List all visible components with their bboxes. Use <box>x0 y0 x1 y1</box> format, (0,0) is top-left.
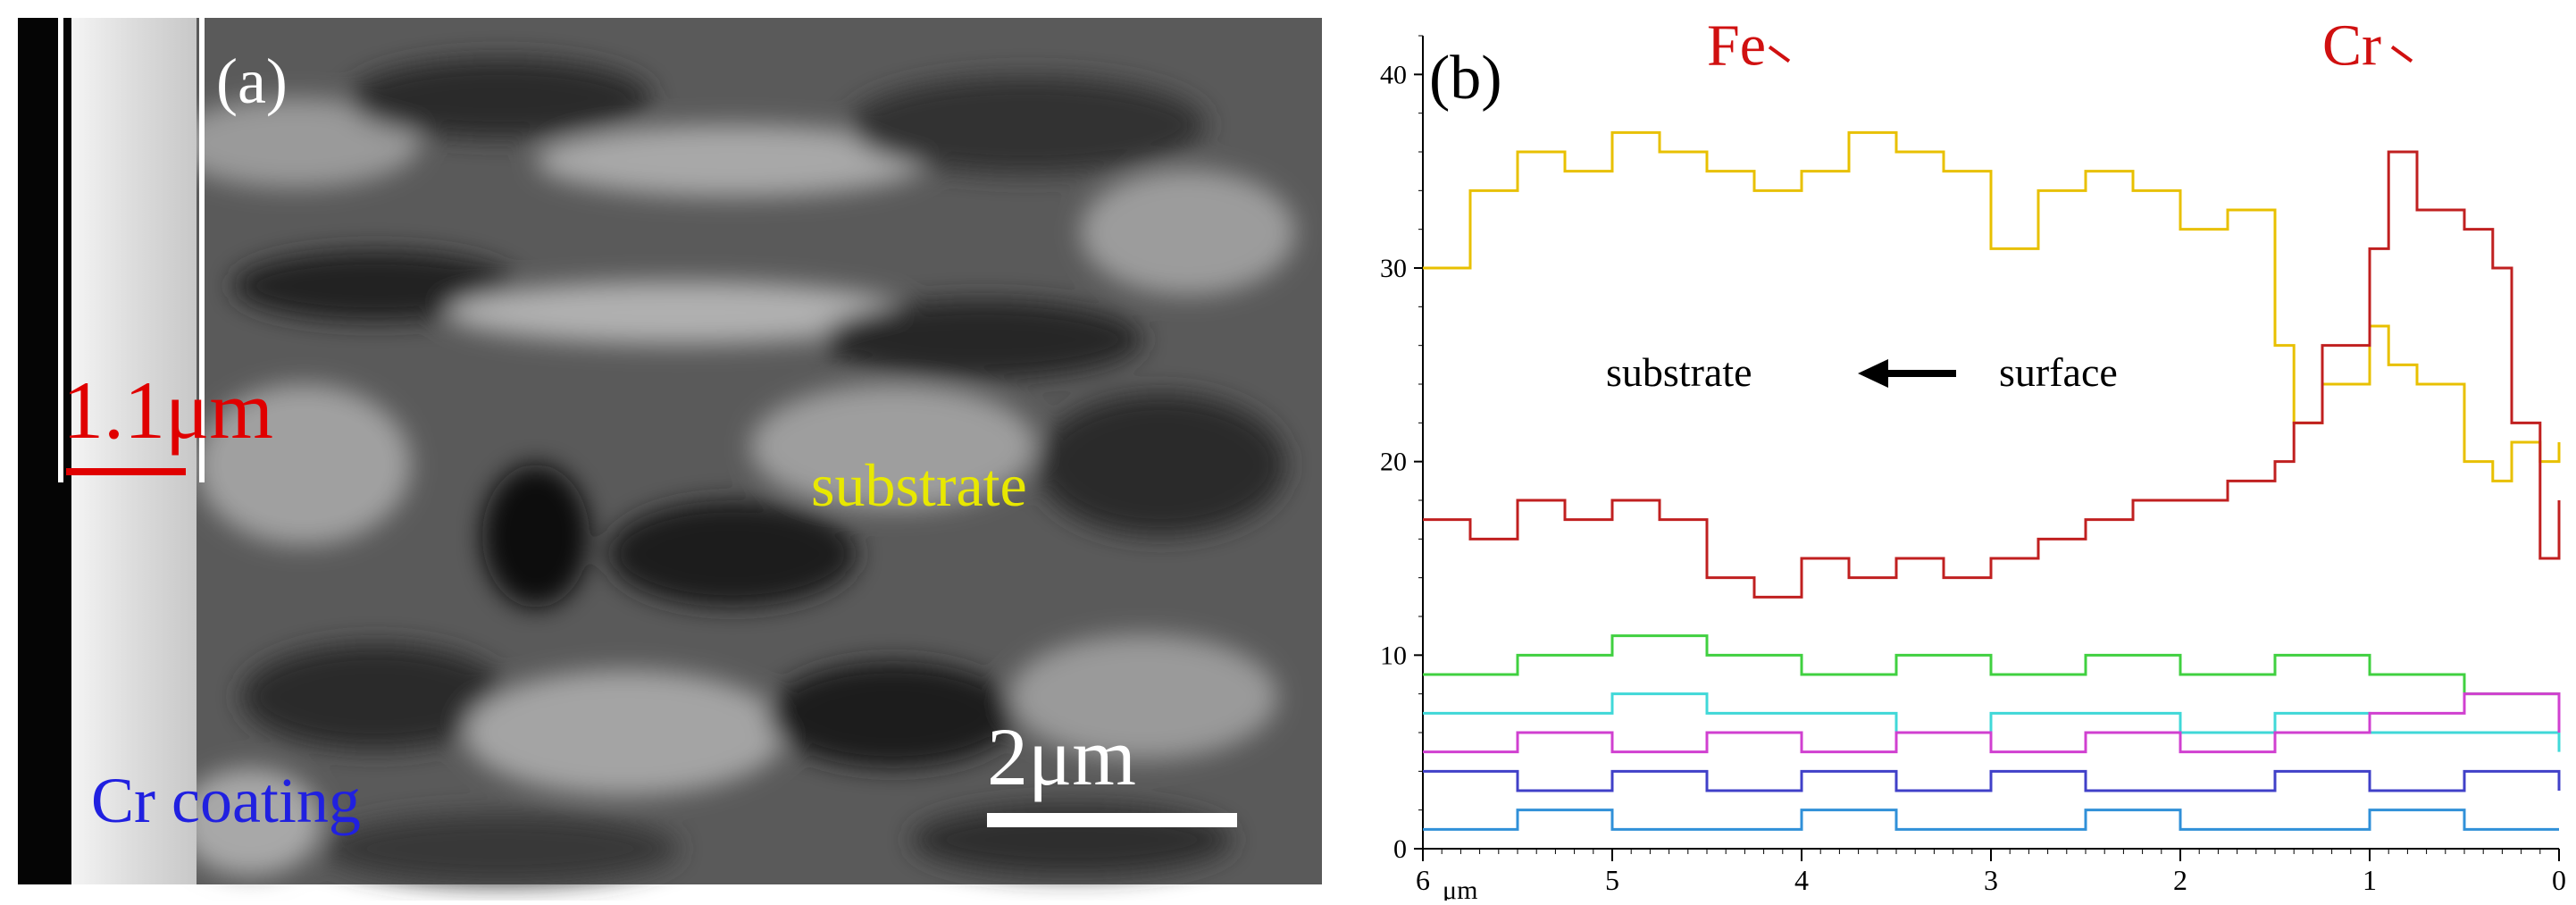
sem-image-panel: (a) 1.1μm substrate Cr coating 2μm <box>0 0 1340 901</box>
panel-b-label: (b) <box>1429 44 1502 113</box>
series-label-fe: Fe <box>1707 13 1766 79</box>
surface-annotation: surface <box>1999 349 2118 395</box>
x-tick-label: 2 <box>2173 864 2187 896</box>
scale-bar-label: 2μm <box>987 711 1136 802</box>
x-tick-label: 5 <box>1605 864 1619 896</box>
substrate-label: substrate <box>811 451 1027 519</box>
x-tick-label: 3 <box>1984 864 1998 896</box>
panel-a-label: (a) <box>216 46 288 117</box>
thickness-label: 1.1μm <box>63 365 273 456</box>
y-tick-label: 10 <box>1380 641 1407 670</box>
x-tick-label: 1 <box>2363 864 2377 896</box>
series-label-cr: Cr <box>2322 13 2381 79</box>
y-tick-label: 0 <box>1393 834 1407 864</box>
x-tick-label: 0 <box>2552 864 2566 896</box>
y-tick-label: 20 <box>1380 448 1407 477</box>
x-tick-label: 4 <box>1794 864 1809 896</box>
y-tick-label: 40 <box>1380 60 1407 89</box>
x-tick-label: 6 <box>1416 864 1430 896</box>
coating-label: Cr coating <box>91 765 361 836</box>
substrate-annotation: substrate <box>1606 349 1752 395</box>
y-tick-label: 30 <box>1380 254 1407 283</box>
sem-image: (a) 1.1μm substrate Cr coating 2μm <box>0 0 1340 901</box>
scale-bar <box>987 813 1237 827</box>
x-axis-unit-label: μm <box>1443 876 1477 901</box>
